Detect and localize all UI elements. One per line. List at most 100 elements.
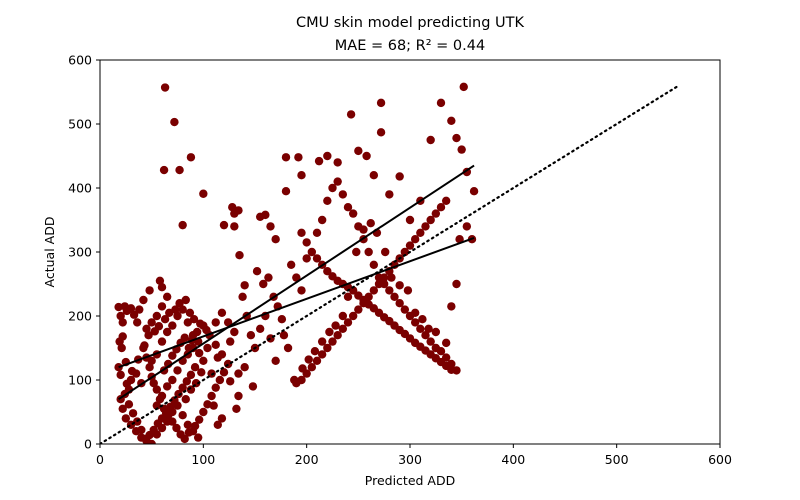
scatter-point [186, 370, 196, 380]
scatter-point [115, 337, 124, 346]
scatter-point [328, 183, 337, 193]
scatter-point [304, 355, 313, 364]
scatter-point [333, 158, 342, 167]
scatter-point [338, 311, 348, 321]
scatter-point [447, 302, 456, 311]
scatter-point [297, 228, 306, 237]
scatter-point [369, 286, 379, 295]
y-tick-label: 400 [68, 181, 92, 196]
scatter-point [160, 315, 170, 324]
scatter-point [279, 331, 289, 340]
scatter-point [190, 363, 200, 372]
scatter-point [325, 327, 334, 337]
scatter-point [219, 220, 229, 230]
scatter-point [441, 338, 451, 348]
scatter-point [354, 146, 363, 156]
scatter-point [175, 165, 184, 175]
scatter-point [209, 401, 218, 410]
scatter-point [364, 247, 373, 257]
scatter-point [232, 404, 241, 413]
scatter-point [152, 311, 162, 321]
scatter-point [114, 302, 123, 312]
scatter-point [190, 421, 200, 431]
scatter-point [173, 366, 182, 375]
scatter-point [312, 356, 322, 365]
scatter-point [379, 273, 389, 282]
scatter-point [186, 385, 196, 394]
scatter-point [369, 260, 379, 269]
scatter-point [240, 363, 249, 372]
scatter-point [235, 251, 244, 260]
scatter-point [211, 383, 220, 392]
scatter-point [165, 308, 174, 317]
scatter-point [469, 187, 479, 196]
scatter-point [180, 333, 189, 342]
scatter-point [168, 375, 177, 385]
scatter-point [230, 327, 239, 337]
scatter-point [162, 292, 172, 301]
scatter-point [317, 350, 327, 359]
scatter-point [246, 331, 256, 340]
scatter-point [421, 222, 430, 231]
fit-lines-layer [100, 84, 680, 444]
scatter-point [184, 428, 194, 437]
scatter-point [286, 260, 296, 269]
scatter-point [137, 425, 146, 435]
scatter-point [153, 419, 163, 428]
scatter-point [217, 308, 227, 317]
scatter-point [364, 292, 373, 301]
scatter-point [238, 292, 247, 301]
scatter-point [310, 347, 320, 356]
scatter-point [410, 318, 420, 327]
scatter-point [141, 434, 150, 444]
scatter-point [234, 206, 243, 215]
scatter-point [307, 363, 317, 372]
scatter-point [196, 319, 205, 328]
scatter-point [281, 153, 291, 162]
y-axis-label: Actual ADD [42, 217, 57, 288]
scatter-point [223, 318, 233, 327]
x-tick-label: 500 [605, 452, 629, 467]
scatter-point [217, 414, 227, 423]
scatter-point [426, 135, 435, 145]
scatter-point [197, 368, 206, 377]
scatter-point [297, 286, 306, 295]
scatter-point [202, 325, 211, 335]
scatter-point [331, 321, 340, 330]
y-tick-label: 100 [68, 373, 92, 388]
scatter-point [178, 383, 187, 392]
scatter-point [312, 254, 322, 263]
scatter-point [348, 286, 358, 295]
scatter-point [160, 83, 170, 92]
scatter-point [410, 308, 420, 317]
scatter-point [452, 279, 461, 289]
scatter-point [405, 215, 415, 225]
scatter-point [418, 315, 427, 324]
scatter-point [159, 165, 169, 175]
scatter-point [390, 292, 399, 301]
scatter-point [199, 189, 208, 198]
scatter-point [199, 356, 208, 365]
scatter-point [281, 187, 291, 196]
scatter-point [323, 196, 332, 205]
scatter-point [452, 133, 461, 143]
scatter-point [352, 247, 361, 257]
scatter-point [180, 434, 189, 444]
scatter-point [259, 279, 268, 289]
scatter-point [142, 324, 151, 333]
scatter-point [149, 379, 158, 388]
scatter-point [459, 82, 468, 92]
scatter-point [421, 331, 430, 340]
scatter-point [255, 324, 265, 333]
scatter-point [447, 116, 456, 126]
x-axis-ticks: 0 100 200 300 400 500 600 [96, 444, 732, 467]
scatter-point [317, 337, 327, 346]
scatter-point [171, 305, 180, 314]
regression-line [118, 236, 475, 369]
scatter-point [462, 222, 472, 231]
regression-line [118, 164, 475, 401]
scatter-point [297, 171, 306, 180]
scatter-point [155, 276, 165, 285]
scatter-point [447, 365, 456, 374]
scatter-point [266, 222, 275, 231]
